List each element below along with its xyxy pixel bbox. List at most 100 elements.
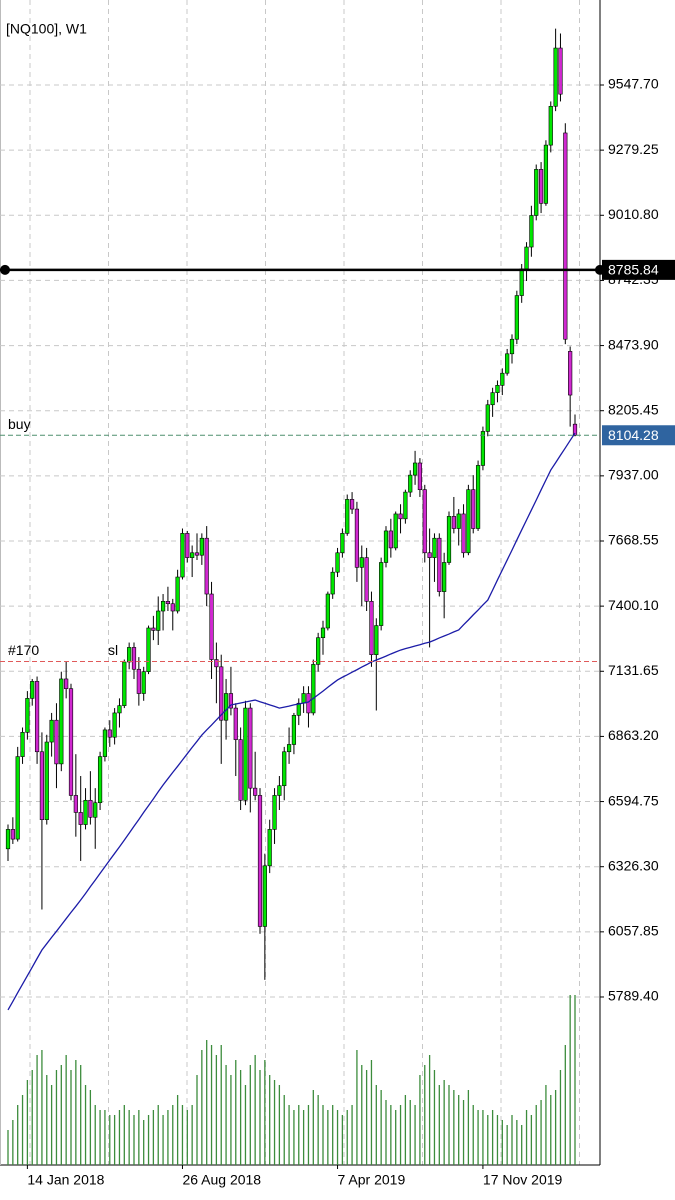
candle-body [451, 516, 456, 529]
candle-body [78, 812, 83, 825]
candle-body [461, 513, 466, 554]
candle-body [83, 799, 88, 825]
x-tick-label: 17 Nov 2019 [483, 1172, 563, 1188]
candle-body [427, 552, 432, 558]
level-label: buy [8, 416, 31, 432]
y-tick-label: 7400.10 [608, 597, 659, 613]
candle-body [131, 647, 137, 670]
candle-body [422, 489, 427, 554]
candle-body [466, 489, 471, 554]
candle-body [412, 462, 418, 476]
y-tick-label: 7937.00 [608, 467, 659, 483]
candle-body [442, 562, 447, 592]
level-price-label: 8785.84 [608, 262, 659, 278]
candle-body [286, 744, 292, 753]
candle-body [30, 681, 35, 699]
candle-body [146, 627, 151, 672]
candle-body [359, 557, 364, 568]
y-tick-label: 7668.55 [608, 532, 659, 548]
candle-body [141, 671, 146, 694]
level-price-label: 8104.28 [608, 427, 659, 443]
x-tick-label: 26 Aug 2018 [182, 1172, 261, 1188]
candle-body [505, 353, 510, 374]
y-tick-label: 9547.70 [608, 76, 659, 92]
chart-title: [NQ100], W1 [6, 21, 87, 37]
candle-body [524, 246, 529, 270]
y-tick-label: 7131.65 [608, 662, 659, 678]
candle-body [209, 593, 214, 660]
candle-body [456, 513, 461, 529]
y-tick-label: 8205.45 [608, 401, 659, 417]
candle-body [180, 533, 185, 578]
level-label: sl [108, 642, 118, 658]
candle-body [20, 732, 25, 757]
candle-body [398, 513, 403, 520]
candle-body [480, 431, 486, 466]
candle-body [136, 668, 141, 694]
candle-body [112, 712, 117, 738]
candle-body [238, 739, 243, 801]
candle-body [54, 719, 59, 765]
candle-body [558, 47, 563, 95]
candle-body [369, 601, 374, 655]
candle-body [379, 562, 384, 626]
y-tick-label: 6057.85 [608, 923, 659, 939]
candle-body [262, 865, 267, 927]
candle-body [495, 385, 500, 393]
y-tick-label: 8473.90 [608, 336, 659, 352]
candle-body [354, 508, 360, 568]
candle-body [316, 637, 321, 665]
candle-body [320, 627, 326, 639]
candle-body [572, 423, 578, 436]
candle-body [117, 705, 122, 714]
y-tick-label: 9279.25 [608, 141, 659, 157]
candle-body [335, 552, 340, 573]
level-label: #170 [8, 642, 39, 658]
candle-body [509, 338, 515, 355]
candle-body [417, 462, 423, 490]
candle-body [73, 795, 78, 813]
candle-body [170, 603, 175, 612]
candle-body [223, 693, 229, 721]
candle-body [199, 537, 204, 556]
candle-body [49, 719, 54, 743]
y-tick-label: 6594.75 [608, 792, 659, 808]
candle-body [446, 516, 452, 563]
candle-body [340, 533, 345, 554]
candle-body [185, 533, 190, 558]
candle-body [253, 787, 258, 796]
moving-average [7, 432, 576, 1011]
candle-body [325, 593, 330, 629]
candle-body [44, 741, 49, 820]
candle-body [59, 678, 64, 765]
candle-body [568, 351, 573, 396]
candle-body [306, 693, 311, 714]
candle-body [248, 707, 253, 789]
candle-body [127, 647, 132, 663]
candle-body [301, 693, 306, 704]
candle-body [282, 751, 287, 787]
candle-body [88, 799, 93, 818]
candle-body [543, 144, 549, 204]
candle-body [122, 661, 127, 706]
candle-body [160, 601, 166, 612]
level-handle [0, 264, 10, 275]
candle-body [529, 215, 534, 248]
candle-body [490, 392, 495, 406]
candle-body [296, 702, 301, 716]
candle-body [383, 530, 389, 563]
candle-body [165, 601, 171, 605]
candle-body [277, 785, 282, 796]
candle-body [257, 795, 263, 927]
candle-body [514, 295, 519, 340]
candle-body [194, 552, 200, 556]
candle-body [107, 729, 112, 738]
candle-body [151, 627, 156, 631]
x-tick-label: 7 Apr 2019 [338, 1172, 406, 1188]
candle-body [563, 132, 568, 340]
candle-body [364, 557, 369, 602]
candle-body [408, 474, 413, 493]
candle-body [5, 829, 11, 850]
